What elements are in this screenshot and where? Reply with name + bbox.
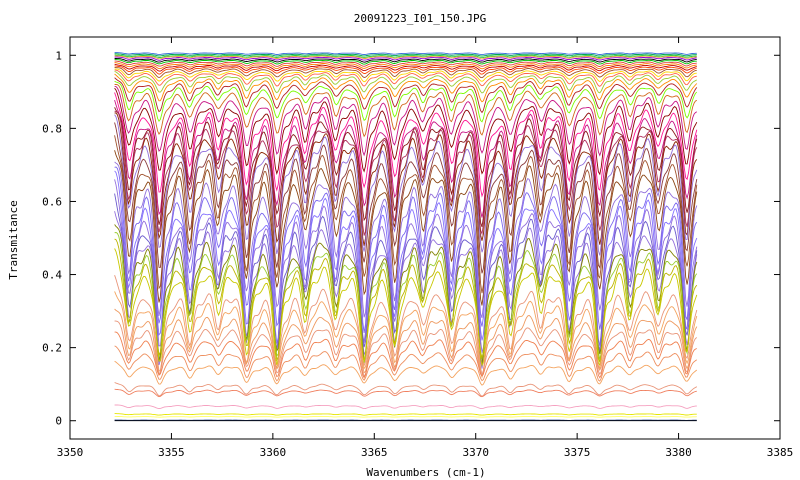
x-axis-title: Wavenumbers (cm-1)	[366, 466, 485, 479]
y-axis-title: Transmitance	[7, 200, 20, 279]
x-tick-label: 3365	[361, 446, 388, 459]
series-line	[115, 70, 697, 86]
series-line	[115, 88, 697, 174]
y-tick-label: 0.6	[42, 195, 62, 208]
series-line	[115, 211, 697, 368]
series-line	[115, 414, 697, 416]
series-line	[115, 383, 697, 397]
x-tick-label: 3350	[57, 446, 84, 459]
x-tick-label: 3375	[564, 446, 591, 459]
y-tick-label: 0.8	[42, 122, 62, 135]
x-tick-label: 3370	[462, 446, 489, 459]
series-group	[115, 53, 697, 421]
x-tick-label: 3380	[665, 446, 692, 459]
series-line	[115, 346, 697, 381]
y-tick-label: 0.2	[42, 342, 62, 355]
series-line	[115, 361, 697, 385]
y-tick-label: 0.4	[42, 269, 62, 282]
transmittance-chart: 20091223_I01_150.JPG 3350 3355 3360 3365 337…	[0, 0, 800, 480]
x-tick-label: 3385	[767, 446, 794, 459]
y-tick-label: 1	[55, 49, 62, 62]
x-tick-label: 3355	[158, 446, 185, 459]
series-line	[115, 332, 697, 378]
y-tick-label: 0	[55, 415, 62, 428]
x-tick-label: 3360	[260, 446, 287, 459]
chart-title: 20091223_I01_150.JPG	[354, 12, 486, 25]
series-line	[115, 405, 697, 409]
series-line	[115, 416, 697, 417]
series-line	[115, 389, 697, 397]
